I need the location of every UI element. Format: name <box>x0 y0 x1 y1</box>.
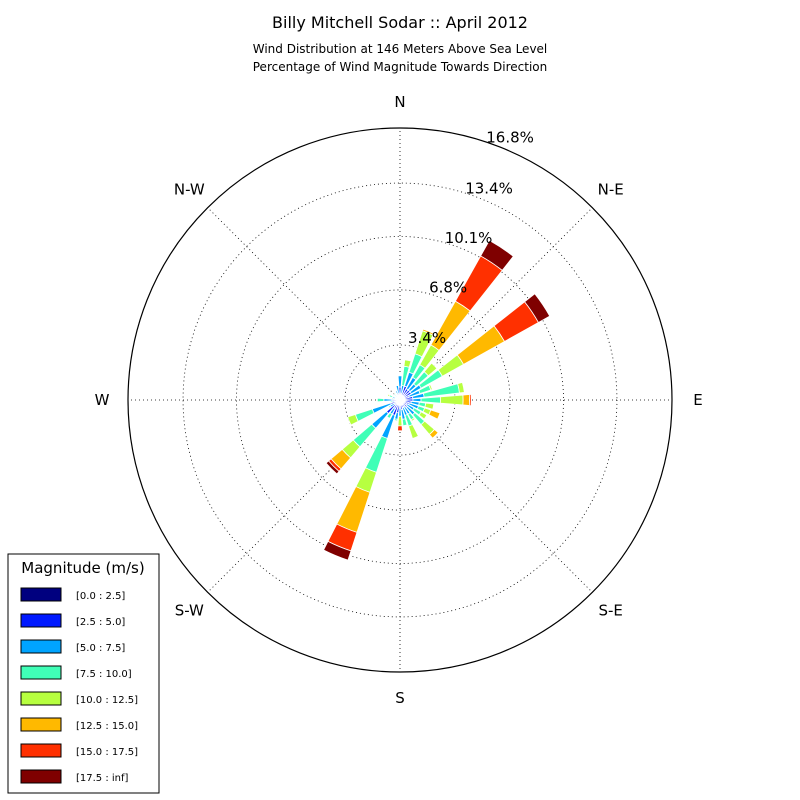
bar-dir19-bin3 <box>386 412 393 419</box>
bar-dir17-bin3 <box>393 418 399 422</box>
bar-dir8-bin3 <box>420 396 441 404</box>
direction-label-7: N-W <box>174 180 205 198</box>
chart-subtitle-line-1: Wind Distribution at 146 Meters Above Se… <box>253 42 548 56</box>
bar-dir1-bin4 <box>403 359 412 368</box>
legend-label-0: [0.0 : 2.5] <box>76 591 125 602</box>
ring-label-2: 10.1% <box>445 229 493 247</box>
grid-spoke-3 <box>399 399 593 593</box>
bar-dir16-bin6 <box>397 425 403 432</box>
direction-label-1: N-E <box>598 180 624 198</box>
direction-label-3: S-E <box>599 602 623 620</box>
legend-swatch-2 <box>20 639 62 654</box>
ring-label-4: 16.8% <box>486 129 534 147</box>
bar-dir6-bin4 <box>428 384 433 391</box>
bar-dir22-bin3 <box>354 408 375 422</box>
bar-dir12-bin5 <box>428 428 439 439</box>
bar-dir18-bin7 <box>323 540 352 561</box>
grid-spoke-7 <box>207 207 401 401</box>
bar-dir23-bin3 <box>389 400 393 404</box>
direction-labels: N N-E E S-E S S-W W N-W <box>95 93 703 707</box>
bar-dir26-bin4 <box>387 393 391 398</box>
bar-dir5-bin5 <box>456 325 506 365</box>
grid-spoke-1 <box>399 207 593 401</box>
legend-swatch-4 <box>20 691 62 706</box>
ring-label-0: 3.4% <box>408 329 446 347</box>
grid-ring-1 <box>289 289 511 511</box>
direction-label-5: S-W <box>175 602 204 620</box>
legend-label-1: [2.5 : 5.0] <box>76 617 125 628</box>
windrose-bars <box>323 239 551 561</box>
bar-dir15-bin3 <box>401 418 408 427</box>
legend-label-7: [17.5 : inf] <box>76 773 129 784</box>
bar-dir8-bin4 <box>439 394 464 406</box>
legend-swatch-5 <box>20 717 62 732</box>
bar-dir2-bin5 <box>422 328 435 336</box>
legend-swatch-0 <box>20 587 62 602</box>
radial-tick-labels: 3.4% 6.8% 10.1% 13.4% 16.8% <box>408 129 534 347</box>
legend-label-2: [5.0 : 7.5] <box>76 643 125 654</box>
legend-label-6: [15.0 : 17.5] <box>76 747 138 758</box>
bar-dir7-bin4 <box>457 381 465 394</box>
bar-dir18-bin5 <box>336 486 371 533</box>
grid-spoke-5 <box>207 399 401 593</box>
bar-dir13-bin4 <box>410 417 416 422</box>
bar-dir0-bin4 <box>397 373 403 376</box>
direction-label-2: E <box>693 391 702 409</box>
chart-title: Billy Mitchell Sodar :: April 2012 <box>272 13 528 32</box>
bar-dir21-bin3 <box>388 404 392 409</box>
bar-dir9-bin4 <box>424 402 435 410</box>
ring-label-1: 6.8% <box>429 278 467 296</box>
ring-label-3: 13.4% <box>465 180 513 198</box>
legend-swatch-1 <box>20 613 62 628</box>
bar-dir28-bin3 <box>393 393 397 397</box>
legend-swatch-3 <box>20 665 62 680</box>
bar-dir14-bin4 <box>408 423 419 439</box>
outer-axis-circle <box>127 127 673 673</box>
bar-dir20-bin2 <box>371 411 389 429</box>
bar-dir4-bin4 <box>423 362 438 377</box>
bar-dir8-bin6 <box>468 393 472 407</box>
legend-swatch-7 <box>20 769 62 784</box>
bar-dir8-bin5 <box>462 394 471 406</box>
legend-label-4: [10.0 : 12.5] <box>76 695 138 706</box>
bar-dir18-bin3 <box>364 435 388 473</box>
legend-swatch-6 <box>20 743 62 758</box>
bar-dir20-bin7 <box>325 460 340 475</box>
polar-grid <box>128 128 672 672</box>
legend: Magnitude (m/s) [0.0 : 2.5] [2.5 : 5.0] [5… <box>7 553 160 794</box>
bar-dir24-bin2 <box>383 398 393 402</box>
legend-label-5: [12.5 : 15.0] <box>76 721 138 732</box>
legend-title: Magnitude (m/s) <box>21 559 144 577</box>
legend-label-3: [7.5 : 10.0] <box>76 669 132 680</box>
chart-subtitle-line-2: Percentage of Wind Magnitude Towards Dir… <box>253 60 547 74</box>
bar-dir24-bin3 <box>376 397 385 403</box>
bar-dir31-bin2 <box>395 385 400 395</box>
bar-dir16-bin4 <box>397 415 403 427</box>
bar-dir22-bin4 <box>347 414 359 426</box>
bar-dir3-bin7 <box>480 239 514 271</box>
bar-dir8-bin2 <box>412 397 422 403</box>
bar-dir5-bin7 <box>524 293 551 324</box>
bar-dir11-bin4 <box>418 411 428 420</box>
direction-label-4: S <box>395 689 405 707</box>
direction-label-6: W <box>95 391 110 409</box>
direction-label-0: N <box>394 93 405 111</box>
grid-ring-2 <box>236 236 564 564</box>
bar-dir10-bin5 <box>428 409 441 420</box>
